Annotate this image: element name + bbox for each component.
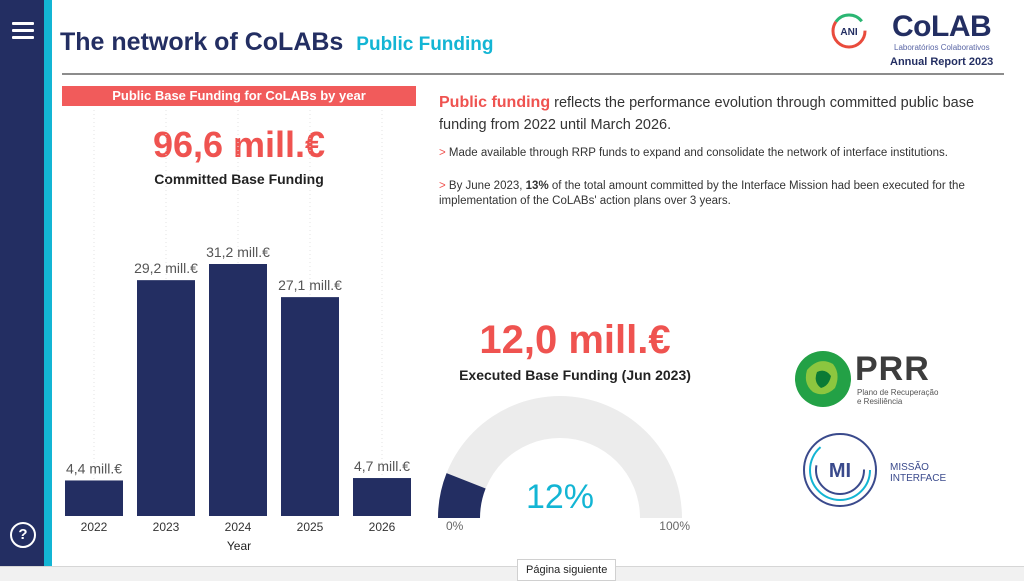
- bullet-2: > By June 2023, 13% of the total amount …: [439, 179, 999, 209]
- prr-sub-line-1: Plano de Recuperação: [857, 388, 939, 397]
- bullet-2-suffix: of the total amount committed by the Int…: [439, 180, 965, 207]
- chart-bar: [353, 478, 411, 516]
- chart-data-label: 27,1 mill.€: [278, 277, 342, 293]
- bullet-marker: >: [439, 180, 446, 192]
- chart-x-axis-label: Year: [227, 539, 251, 553]
- page-title-text: The network of CoLABs: [60, 28, 344, 56]
- bullet-1-text: Made available through RRP funds to expa…: [448, 147, 948, 159]
- prr-sub-line-2: e Resiliência: [857, 397, 903, 406]
- chart-tick-label: 2024: [225, 520, 252, 534]
- section-banner: Public Base Funding for CoLABs by year: [62, 86, 416, 106]
- chart-data-label: 4,4 mill.€: [66, 460, 122, 476]
- bottom-bar: [0, 566, 1024, 581]
- hamburger-menu-icon[interactable]: [12, 22, 34, 42]
- chart-bar: [65, 480, 123, 516]
- intro-highlight: Public funding: [439, 94, 551, 111]
- executed-funding-label: Executed Base Funding (Jun 2023): [459, 367, 691, 383]
- missao-interface-logo: MI: [803, 433, 877, 507]
- chart-data-label: 29,2 mill.€: [134, 260, 198, 276]
- colab-logo: CoLAB: [892, 10, 992, 43]
- gauge-min-label: 0%: [446, 519, 464, 533]
- annual-report-label: Annual Report 2023: [890, 56, 994, 68]
- committed-funding-value: 96,6 mill.€: [152, 124, 326, 165]
- chart-tick-label: 2023: [153, 520, 180, 534]
- chart-data-label: 4,7 mill.€: [354, 458, 410, 474]
- sidebar-accent-stripe: [44, 0, 52, 566]
- intro-paragraph: Public funding reflects the performance …: [439, 92, 999, 136]
- executed-funding-value: 12,0 mill.€: [479, 318, 671, 362]
- chart-tick-label: 2026: [369, 520, 396, 534]
- gauge-track: [438, 396, 682, 518]
- prr-logo-subtitle: Plano de Recuperação e Resiliência: [857, 388, 938, 406]
- chart-bar: [281, 297, 339, 516]
- mi-logo-text: MI: [829, 460, 851, 482]
- mi-line-1: MISSÃO: [890, 462, 929, 473]
- chart-bar: [209, 264, 267, 516]
- page-subtitle: Public Funding: [356, 34, 494, 55]
- chart-data-label: 31,2 mill.€: [206, 244, 270, 260]
- ani-logo-text: ANI: [840, 27, 857, 38]
- prr-logo-title: PRR: [855, 350, 930, 388]
- chart-tick-label: 2022: [81, 520, 108, 534]
- mi-line-2: INTERFACE: [890, 473, 947, 484]
- bullet-2-bold: 13%: [525, 180, 549, 192]
- sidebar: [0, 0, 44, 566]
- ani-logo: ANI: [831, 13, 867, 49]
- prr-logo: [795, 351, 851, 407]
- bullet-1: > Made available through RRP funds to ex…: [439, 146, 999, 161]
- execution-gauge: 12% 0% 100%: [438, 396, 690, 533]
- chart-bar: [137, 280, 195, 516]
- intro-text: reflects the performance evolution throu…: [439, 95, 975, 133]
- help-icon[interactable]: ?: [10, 522, 36, 548]
- committed-funding-label: Committed Base Funding: [154, 171, 324, 187]
- chart-tick-label: 2025: [297, 520, 324, 534]
- gauge-value-label: 12%: [526, 478, 594, 516]
- bullet-2-prefix: By June 2023,: [448, 180, 526, 192]
- funding-bar-chart: 4,4 mill.€ 2022 29,2 mill.€ 2023 31,2 mill.€…: [65, 110, 411, 553]
- header-divider: [62, 73, 1004, 75]
- bullet-marker: >: [439, 147, 446, 159]
- gauge-fill: [438, 473, 486, 518]
- colab-logo-subtitle: Laboratórios Colaborativos: [894, 43, 990, 52]
- page-title: The network of CoLABs Public Funding: [60, 28, 494, 57]
- gauge-max-label: 100%: [659, 519, 690, 533]
- next-page-button[interactable]: Página siguiente: [517, 559, 617, 581]
- missao-interface-label: MISSÃO INTERFACE: [890, 462, 946, 484]
